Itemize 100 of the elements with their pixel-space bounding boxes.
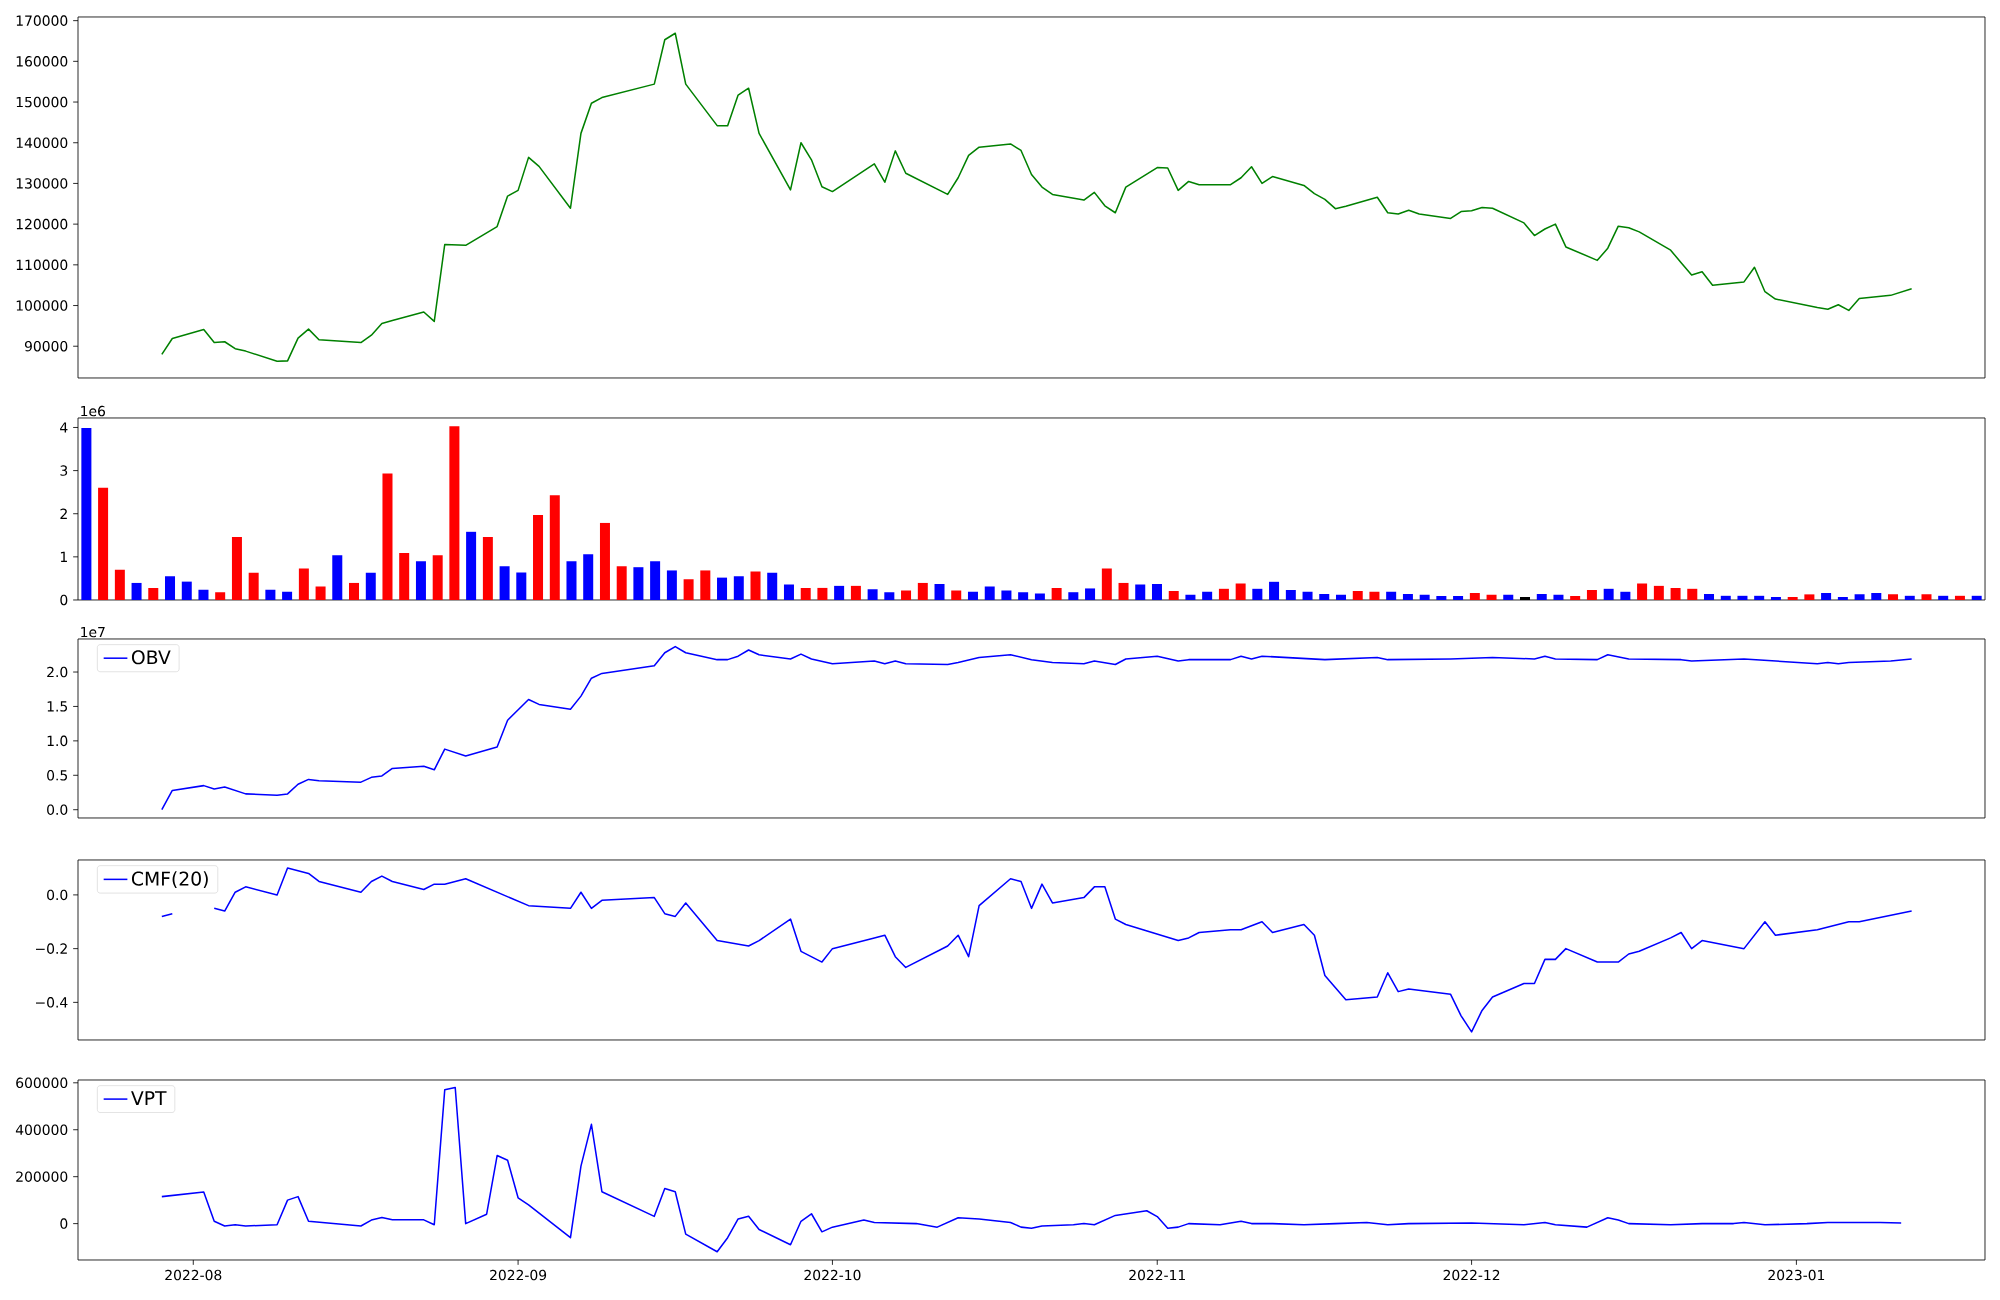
bar <box>783 584 794 600</box>
bar <box>800 587 811 600</box>
bar <box>1335 594 1346 600</box>
bar <box>1001 590 1012 600</box>
bar <box>850 585 861 600</box>
bar <box>482 537 493 600</box>
bar <box>1837 596 1848 600</box>
y-tick-label: 0 <box>60 1218 68 1229</box>
bar <box>1235 583 1246 600</box>
legend-label: OBV <box>131 650 171 665</box>
bar <box>1369 591 1380 600</box>
bar <box>1687 588 1698 600</box>
bar <box>1971 595 1982 600</box>
bar <box>1034 593 1045 600</box>
bar <box>1419 594 1430 600</box>
bar <box>1185 594 1196 600</box>
bar <box>1486 594 1497 600</box>
bar <box>1503 594 1514 600</box>
bar <box>81 427 92 600</box>
bar <box>298 568 309 600</box>
bar <box>1302 591 1313 600</box>
bar <box>1135 584 1146 600</box>
bar <box>616 566 627 600</box>
y-tick-label: 150000 <box>16 96 68 108</box>
y-tick-label: 0.0 <box>47 804 68 815</box>
text: 1e7 <box>81 626 105 638</box>
bar <box>633 567 644 600</box>
y-tick-label: 1 <box>60 551 67 562</box>
bar <box>399 552 410 600</box>
bar <box>1085 588 1096 600</box>
bar <box>549 495 560 600</box>
bar <box>382 473 393 600</box>
y-tick-label: 1.5 <box>47 701 68 712</box>
x-tick-label: 2022-10 <box>804 1269 861 1281</box>
bar <box>1285 590 1296 600</box>
bar <box>717 577 728 600</box>
y-tick-label: 400000 <box>15 1124 68 1135</box>
bar <box>1904 595 1915 600</box>
bar <box>1854 594 1865 600</box>
y-tick-label: 90000 <box>24 340 68 352</box>
bar <box>315 586 326 600</box>
y-tick-label: −0.2 <box>36 943 67 954</box>
bar <box>349 582 360 600</box>
bar <box>282 591 293 600</box>
y-tick-label: 1.0 <box>47 735 68 747</box>
y-tick-label: −0.4 <box>36 997 68 1008</box>
bar <box>884 592 895 600</box>
y-tick-label: 4 <box>60 422 68 433</box>
bar <box>1770 596 1781 600</box>
bar <box>683 579 694 600</box>
bar <box>1670 587 1681 600</box>
y-tick-label: 0.0 <box>47 889 68 901</box>
x-tick-label: 2022-08 <box>165 1269 222 1281</box>
bar <box>1252 588 1263 600</box>
bar <box>265 589 276 600</box>
bar <box>1018 592 1029 600</box>
bar <box>834 585 845 600</box>
bar <box>181 581 192 600</box>
legend-label: VPT <box>131 1091 167 1105</box>
x-tick-label: 2023-01 <box>1768 1269 1825 1281</box>
bar <box>1703 593 1715 600</box>
bar <box>1754 595 1765 600</box>
bar <box>1151 584 1162 600</box>
y-tick-label: 2 <box>60 508 67 519</box>
bar <box>98 487 109 600</box>
bar <box>1586 590 1597 600</box>
bar <box>1352 590 1363 600</box>
bar <box>332 555 343 600</box>
bar <box>1821 593 1832 600</box>
bar <box>1720 595 1731 600</box>
bar <box>1453 596 1464 600</box>
bar <box>1637 583 1648 600</box>
bar <box>415 561 426 600</box>
bar <box>733 576 744 600</box>
bar <box>499 566 510 600</box>
bar <box>901 590 912 600</box>
bar <box>449 426 460 600</box>
bar <box>984 586 995 600</box>
bar <box>1954 595 1965 600</box>
bar <box>1402 593 1413 600</box>
bar <box>1620 591 1631 600</box>
bar <box>583 554 594 600</box>
bar <box>131 582 142 600</box>
y-tick-label: 2.0 <box>47 666 68 678</box>
bar <box>917 582 928 600</box>
y-tick-label: 3 <box>60 465 68 476</box>
bar <box>1653 585 1664 600</box>
y-tick-label: 600000 <box>16 1077 68 1089</box>
bar <box>148 587 159 600</box>
bar <box>1603 588 1614 600</box>
bar <box>1051 587 1062 600</box>
y-tick-label: 170000 <box>16 15 68 26</box>
bar <box>1101 568 1112 600</box>
bar <box>1118 582 1129 600</box>
text: 1e6 <box>81 405 106 417</box>
y-tick-label: 120000 <box>16 218 68 230</box>
bar <box>114 569 125 600</box>
bar <box>432 555 443 600</box>
legend-label: CMF(20) <box>131 871 208 888</box>
bar <box>566 561 577 600</box>
